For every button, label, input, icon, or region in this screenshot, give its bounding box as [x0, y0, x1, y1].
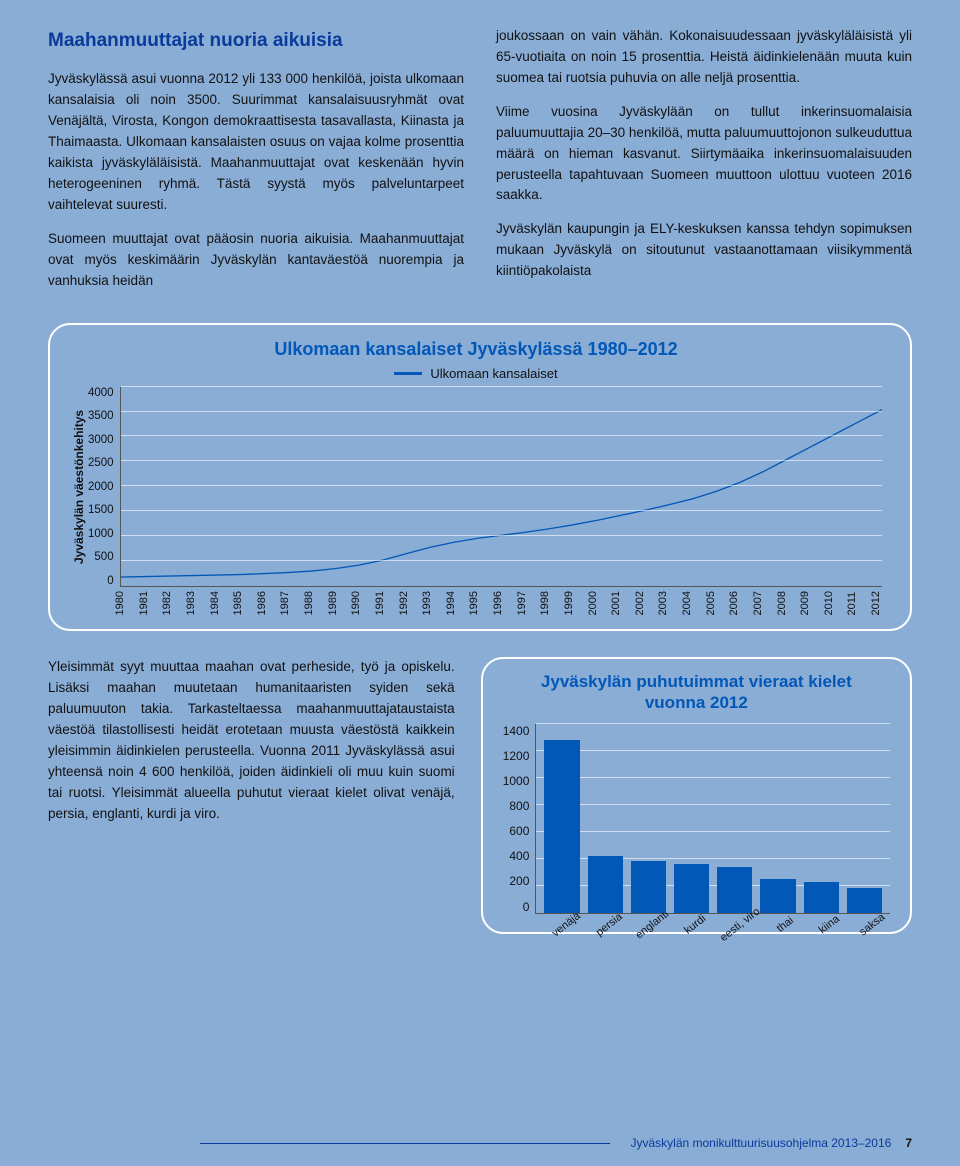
chart-title: Ulkomaan kansalaiset Jyväskylässä 1980–2…: [70, 339, 882, 360]
chart-title-line: Jyväskylän puhutuimmat vieraat kielet: [541, 672, 852, 691]
chart-title-line: vuonna 2012: [645, 693, 748, 712]
footer-text: Jyväskylän monikulttuurisuusohjelma 2013…: [630, 1136, 891, 1150]
line-chart-svg: [121, 387, 882, 586]
legend-swatch: [394, 372, 422, 375]
x-axis-ticks: 1980198119821983198419851986198719881989…: [70, 591, 882, 615]
bar-chart-plot: [535, 724, 890, 914]
section-heading: Maahanmuuttajat nuoria aikuisia: [48, 26, 464, 55]
y-axis-ticks: 40003500300025002000150010005000: [88, 387, 120, 587]
body-paragraph: Yleisimmät syyt muuttaa maahan ovat perh…: [48, 657, 455, 934]
chart-card-line: Ulkomaan kansalaiset Jyväskylässä 1980–2…: [48, 323, 912, 631]
x-axis-ticks: venäjäpersiaenglantikurdieesti, virothai…: [503, 920, 890, 932]
chart-legend: Ulkomaan kansalaiset: [70, 366, 882, 381]
body-paragraph: joukossaan on vain vähän. Kokonaisuudess…: [496, 26, 912, 89]
legend-label: Ulkomaan kansalaiset: [430, 366, 557, 381]
body-paragraph: Viime vuosina Jyväskylään on tullut inke…: [496, 102, 912, 207]
page-number: 7: [905, 1136, 912, 1150]
y-axis-label: Jyväskylän väestönkehitys: [70, 387, 88, 587]
body-paragraph: Jyväskylässä asui vuonna 2012 yli 133 00…: [48, 69, 464, 215]
page-footer: Jyväskylän monikulttuurisuusohjelma 2013…: [200, 1136, 912, 1150]
footer-divider: [200, 1143, 610, 1144]
line-chart-plot: [120, 387, 882, 587]
chart-card-bar: Jyväskylän puhutuimmat vieraat kielet vu…: [481, 657, 912, 934]
body-paragraph: Suomeen muuttajat ovat pääosin nuoria ai…: [48, 229, 464, 292]
y-axis-ticks: 1400120010008006004002000: [503, 724, 536, 914]
body-paragraph: Jyväskylän kaupungin ja ELY-keskuksen ka…: [496, 219, 912, 282]
chart-title: Jyväskylän puhutuimmat vieraat kielet vu…: [503, 671, 890, 714]
